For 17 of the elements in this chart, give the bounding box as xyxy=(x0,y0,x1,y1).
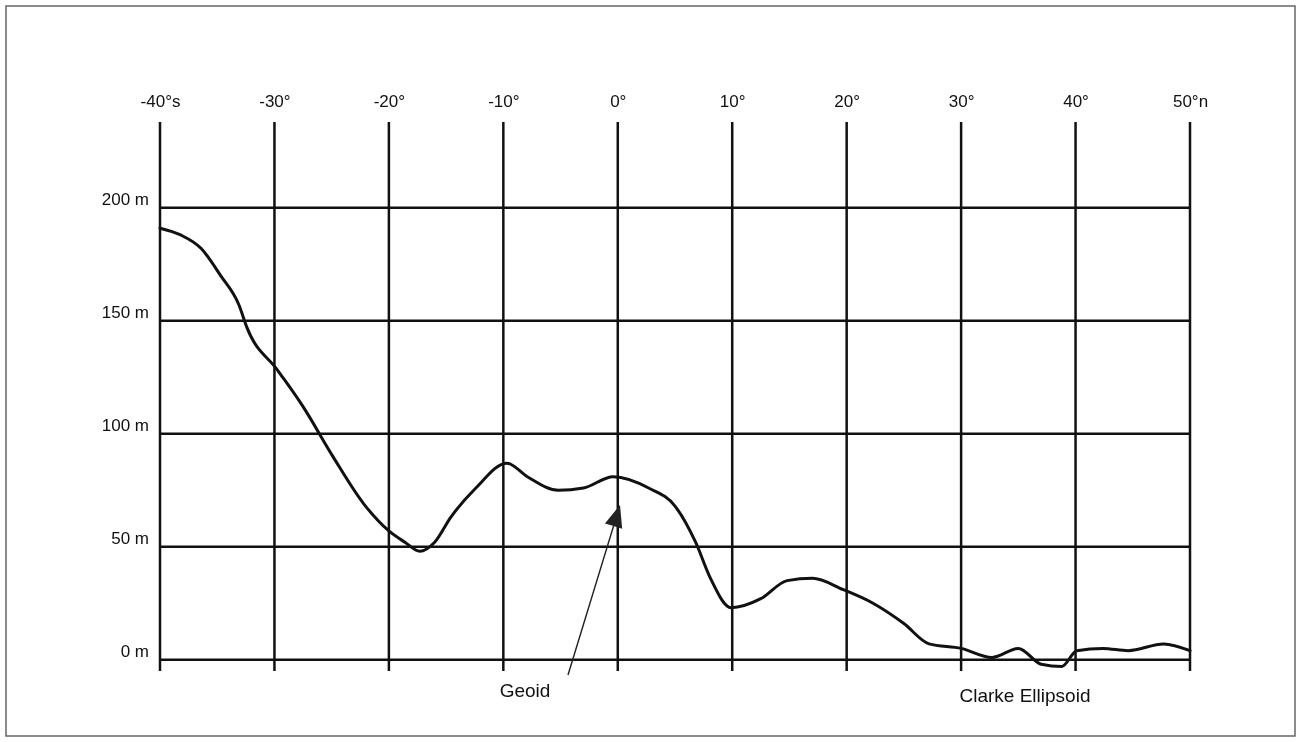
text: Clarke Ellipsoid xyxy=(959,685,1091,706)
x-tick-label: -30° xyxy=(259,92,291,111)
x-tick-label: -10° xyxy=(488,92,520,111)
x-tick-label: 0° xyxy=(610,92,627,111)
x-tick-label: 20° xyxy=(834,92,861,111)
y-tick-label: 200 m xyxy=(101,189,149,209)
y-tick-label: 0 m xyxy=(120,641,149,661)
text: Geoid xyxy=(499,680,551,701)
y-tick-label: 50 m xyxy=(111,528,149,548)
y-tick-label: 150 m xyxy=(101,302,149,322)
x-tick-label: 50°n xyxy=(1172,92,1209,111)
x-tick-label: 40° xyxy=(1063,92,1089,111)
x-tick-label: 30° xyxy=(948,92,975,111)
y-tick-label: 100 m xyxy=(101,415,149,435)
x-tick-label: -20° xyxy=(373,92,406,111)
x-tick-label: 10° xyxy=(719,92,746,111)
x-tick-label: -40°s xyxy=(140,92,181,111)
